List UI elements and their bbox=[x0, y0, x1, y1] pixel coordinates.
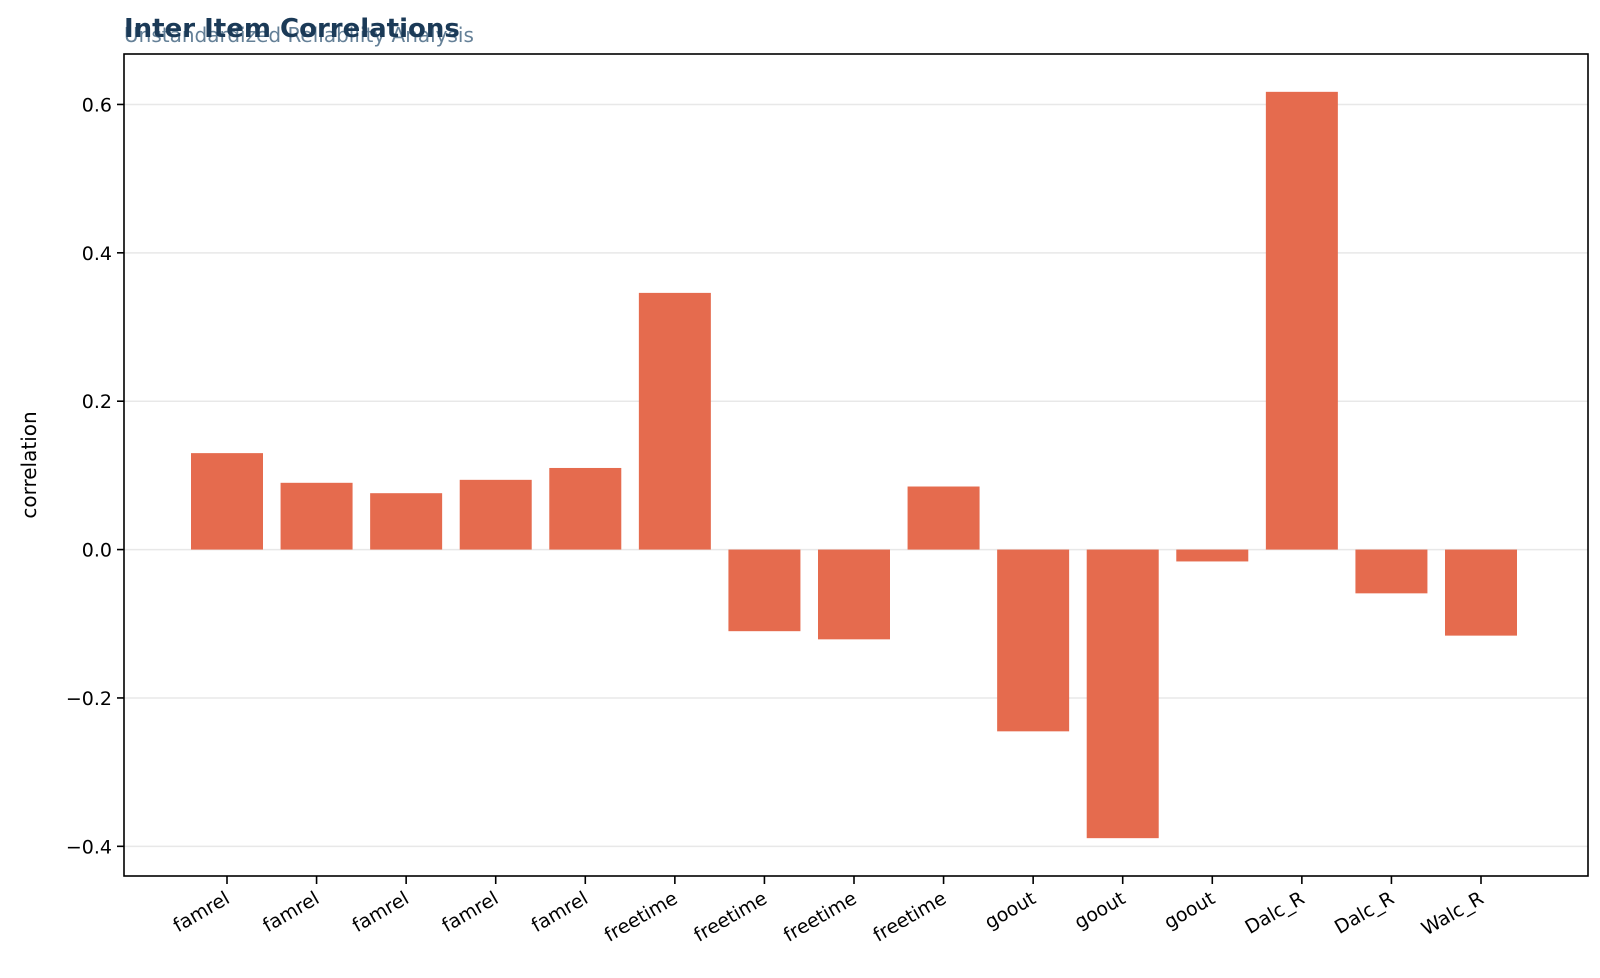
grid-lines bbox=[124, 103, 1588, 848]
y-tick-label: 0.0 bbox=[82, 540, 112, 562]
bar bbox=[1265, 91, 1338, 550]
y-tick-label: −0.4 bbox=[66, 836, 112, 858]
y-tick-label: 0.4 bbox=[82, 243, 112, 265]
x-tick-label: famrel bbox=[438, 887, 502, 937]
bar bbox=[1086, 549, 1159, 839]
x-tick-label: goout bbox=[1160, 887, 1218, 933]
y-axis-label: correlation bbox=[17, 411, 41, 518]
x-tick-label: famrel bbox=[349, 887, 413, 937]
bar bbox=[280, 482, 353, 550]
x-tick-label: Dalc_R bbox=[1241, 887, 1308, 938]
bar bbox=[1445, 549, 1517, 636]
x-tick-label: famrel bbox=[528, 887, 592, 937]
bar bbox=[638, 292, 711, 550]
x-tick-label: freetime bbox=[780, 887, 861, 946]
bar bbox=[818, 549, 890, 640]
y-tick-label: −0.2 bbox=[66, 688, 112, 710]
bar bbox=[191, 453, 263, 550]
x-tick-label: freetime bbox=[869, 887, 950, 946]
x-tick-label: goout bbox=[981, 887, 1039, 933]
plot-frame bbox=[123, 53, 1589, 877]
bar bbox=[997, 549, 1070, 732]
bar bbox=[459, 479, 532, 550]
bar bbox=[1355, 549, 1428, 594]
chart-title: Inter Item Correlations bbox=[124, 14, 460, 44]
y-axis: −0.4 −0.2 0.0 0.2 0.4 0.6 bbox=[66, 94, 124, 858]
bar bbox=[728, 549, 801, 632]
bar bbox=[549, 467, 622, 550]
bar bbox=[370, 493, 443, 550]
x-tick-label: freetime bbox=[601, 887, 682, 946]
chart-subtitle: Unstandardized Reliability Analysis bbox=[124, 23, 474, 47]
x-tick-label: famrel bbox=[169, 887, 233, 937]
x-tick-label: Walc_R bbox=[1418, 887, 1488, 940]
bar bbox=[1176, 549, 1249, 562]
x-tick-label: famrel bbox=[259, 887, 323, 937]
x-tick-label: goout bbox=[1071, 887, 1129, 933]
x-axis: famrel famrel famrel famrel famrel freetime fr… bbox=[169, 876, 1488, 947]
y-tick-label: 0.2 bbox=[82, 391, 112, 413]
y-tick-label: 0.6 bbox=[82, 94, 112, 116]
x-tick-label: Dalc_R bbox=[1331, 887, 1398, 938]
bar bbox=[907, 486, 980, 550]
bars bbox=[191, 91, 1517, 839]
x-tick-label: freetime bbox=[690, 887, 771, 946]
